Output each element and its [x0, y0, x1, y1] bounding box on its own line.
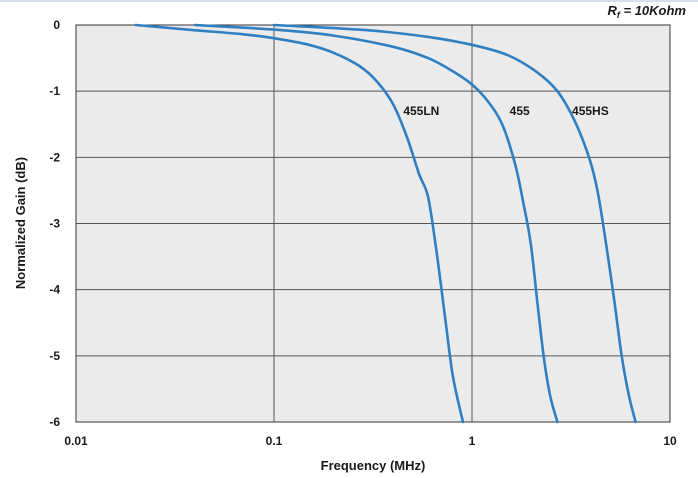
series-label-455: 455 — [510, 104, 530, 118]
x-tick-labels: 0.01 0.1 1 10 — [64, 434, 677, 448]
y-tick-label: -6 — [49, 415, 60, 429]
series-line-455 — [193, 23, 559, 424]
x-tick-label: 1 — [469, 434, 476, 448]
series-labels: 455LN 455 455HS — [403, 104, 608, 118]
y-tick-label: -3 — [49, 217, 60, 231]
y-tick-labels: 0 -1 -2 -3 -4 -5 -6 — [49, 18, 60, 429]
x-tick-label: 0.01 — [64, 434, 88, 448]
series-label-455ln: 455LN — [403, 104, 439, 118]
y-tick-label: -1 — [49, 84, 60, 98]
x-axis-title: Frequency (MHz) — [321, 458, 426, 473]
resistor-annotation: Rf = 10Kohm — [608, 3, 687, 20]
x-tick-label: 10 — [663, 434, 677, 448]
y-tick-label: -2 — [49, 150, 60, 164]
y-tick-label: -5 — [49, 349, 60, 363]
y-axis-title: Normalized Gain (dB) — [13, 157, 28, 289]
series-label-455hs: 455HS — [572, 104, 609, 118]
gridlines — [76, 25, 670, 422]
series-line-455ln — [134, 23, 465, 424]
top-border — [0, 0, 698, 2]
y-tick-label: 0 — [53, 18, 60, 32]
y-tick-label: -4 — [49, 283, 60, 297]
series-lines — [134, 23, 637, 424]
x-tick-label: 0.1 — [266, 434, 283, 448]
series-line-455hs — [272, 23, 637, 424]
